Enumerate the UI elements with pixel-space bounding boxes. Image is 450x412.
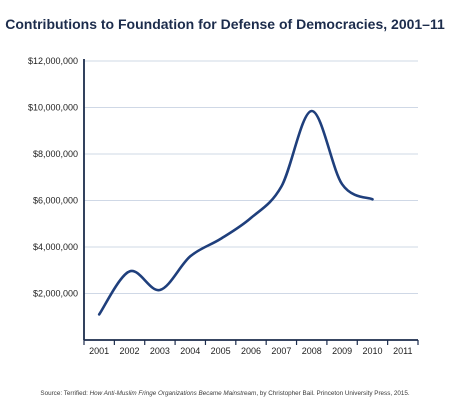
- y-tick-label-4: $10,000,000: [28, 103, 78, 113]
- axes: [83, 59, 419, 345]
- x-tick-label-1: 2002: [120, 346, 140, 356]
- series-line-0: [97, 109, 374, 316]
- x-tick-label-7: 2008: [302, 346, 322, 356]
- x-tick-label-5: 2006: [241, 346, 261, 356]
- x-tick-label-9: 2010: [362, 346, 382, 356]
- series-layer: [97, 109, 374, 316]
- x-tick-label-6: 2007: [271, 346, 291, 356]
- x-tick-label-3: 2004: [180, 346, 200, 356]
- x-tick-label-4: 2005: [211, 346, 231, 356]
- y-tick-label-5: $12,000,000: [28, 56, 78, 66]
- y-tick-label-1: $4,000,000: [33, 242, 78, 252]
- source-book-title: How Anti-Muslim Fringe Organizations Bec…: [89, 390, 257, 397]
- source-prefix: Source: Terrified:: [40, 390, 90, 397]
- chart-title: Contributions to Foundation for Defense …: [5, 16, 445, 32]
- x-tick-label-2: 2003: [150, 346, 170, 356]
- x-tick-label-0: 2001: [89, 346, 109, 356]
- y-tick-label-0: $2,000,000: [33, 289, 78, 299]
- x-tick-label-10: 2011: [393, 346, 412, 356]
- x-axis-tick-labels: 2001 2002 2003 2004 2005 2006 2007 2008 2009 2010…: [89, 346, 412, 356]
- source-note: Source: Terrified: How Anti-Muslim Fring…: [0, 390, 450, 397]
- y-tick-label-3: $8,000,000: [33, 149, 78, 159]
- source-suffix: , by Christopher Bail. Princeton Univers…: [256, 390, 410, 397]
- y-axis-tick-labels: $2,000,000 $4,000,000 $6,000,000 $8,000,000…: [28, 56, 78, 299]
- x-tick-label-8: 2009: [332, 346, 352, 356]
- y-tick-label-2: $6,000,000: [33, 196, 78, 206]
- gridlines: [84, 60, 418, 294]
